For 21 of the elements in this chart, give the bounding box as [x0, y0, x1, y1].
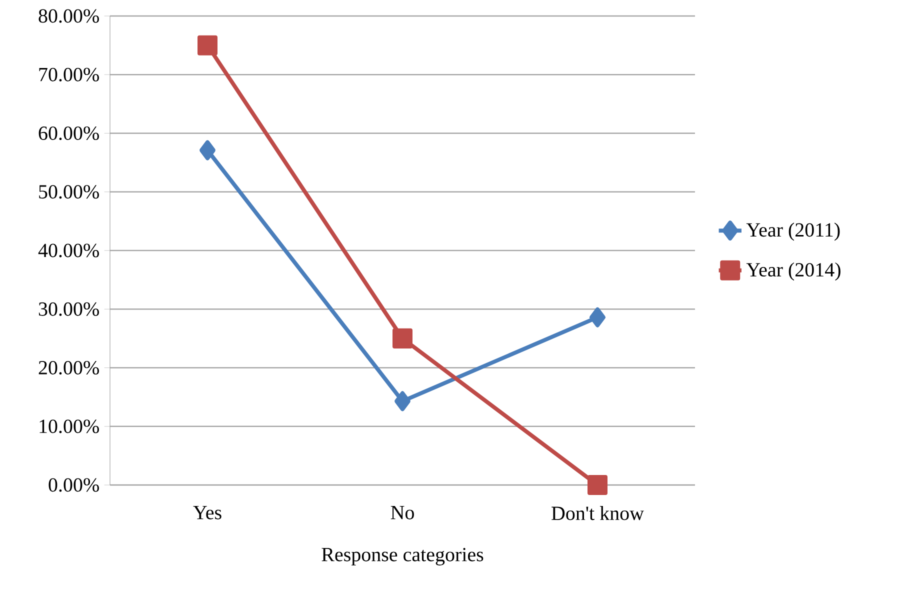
- y-tick-label: 0.00%: [48, 478, 99, 492]
- point: [394, 391, 411, 412]
- y-tick-label: 10.00%: [40, 420, 99, 434]
- x-tick-label: Don't know: [552, 506, 644, 520]
- x-axis-title: Response categories: [322, 548, 484, 566]
- y-tick-label: 50.00%: [39, 185, 99, 199]
- point: [200, 140, 216, 160]
- point: [392, 328, 413, 348]
- legend-label: Year (2014): [746, 262, 840, 281]
- y-tick-label: 60.00%: [38, 126, 99, 140]
- x-tick-label: No: [390, 506, 414, 520]
- point: [198, 35, 218, 56]
- legend-label: Year (2011): [746, 222, 840, 241]
- x-tick-label: Yes: [193, 506, 222, 520]
- y-tick-label: 30.00%: [38, 302, 99, 316]
- y-tick-label: 70.00%: [39, 68, 99, 82]
- y-tick-label: 80.00%: [38, 9, 99, 23]
- point: [590, 307, 606, 328]
- point: [588, 475, 608, 495]
- y-tick-label: 20.00%: [38, 360, 99, 375]
- y-tick-label: 40.00%: [38, 244, 99, 258]
